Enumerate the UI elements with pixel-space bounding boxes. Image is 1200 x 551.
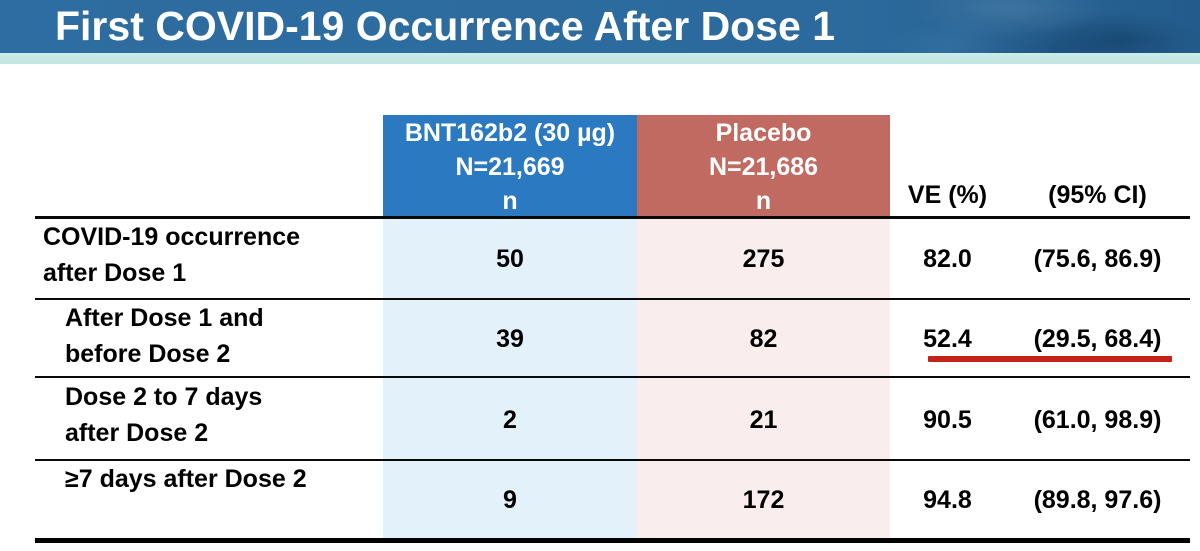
bnt-group-name: BNT162b2 (30 µg) bbox=[404, 119, 616, 147]
results-table: BNT162b2 (30 µg) N=21,669 n Placebo N=21… bbox=[35, 115, 1190, 544]
row3-placebo-n: 21 bbox=[637, 379, 890, 461]
row4-bnt-n: 9 bbox=[383, 461, 637, 539]
row2-label-line2: before Dose 2 bbox=[65, 340, 231, 368]
row1-label-line1: COVID-19 occurrence bbox=[43, 223, 301, 251]
row3-ci: (61.0, 98.9) bbox=[1033, 405, 1162, 434]
rule-below-row2 bbox=[35, 376, 1190, 378]
row-label-dose2-to-7days: Dose 2 to 7 days after Dose 2 bbox=[35, 379, 383, 461]
rule-below-row1 bbox=[35, 298, 1190, 300]
column-header-bnt162b2: BNT162b2 (30 µg) N=21,669 n bbox=[383, 115, 637, 219]
row4-placebo-n: 172 bbox=[637, 461, 890, 539]
header-spacer bbox=[35, 115, 383, 219]
row1-ve: 82.0 bbox=[923, 245, 972, 273]
row1-label-line2: after Dose 1 bbox=[43, 259, 187, 287]
column-header-ve: VE (%) bbox=[907, 181, 988, 209]
row3-label-line2: after Dose 2 bbox=[65, 419, 209, 447]
row3-ve: 90.5 bbox=[923, 405, 972, 434]
placebo-group-unit: n bbox=[755, 187, 772, 215]
row-label-7days-after-dose2: ≥7 days after Dose 2 bbox=[35, 461, 383, 539]
bnt-group-unit: n bbox=[502, 187, 518, 215]
row1-bnt-n: 50 bbox=[383, 219, 637, 300]
row-label-after-dose1-before-dose2: After Dose 1 and before Dose 2 bbox=[35, 300, 383, 379]
row2-label-line1: After Dose 1 and bbox=[65, 304, 264, 332]
row1-placebo-n: 275 bbox=[637, 219, 890, 300]
column-header-ci: (95% CI) bbox=[1048, 181, 1147, 209]
row1-ci: (75.6, 86.9) bbox=[1033, 245, 1162, 273]
placebo-group-name: Placebo bbox=[715, 119, 812, 147]
row2-ci: (29.5, 68.4) bbox=[1033, 325, 1162, 353]
placebo-group-n: N=21,686 bbox=[708, 153, 819, 181]
title-bar: First COVID-19 Occurrence After Dose 1 bbox=[0, 0, 1200, 53]
rule-below-row3 bbox=[35, 459, 1190, 461]
row-label-covid-occurrence-after-dose1: COVID-19 occurrence after Dose 1 bbox=[35, 219, 383, 300]
row3-label-line1: Dose 2 to 7 days bbox=[65, 383, 263, 411]
row4-label-line1: ≥7 days after Dose 2 bbox=[65, 465, 307, 493]
row3-bnt-n: 2 bbox=[383, 379, 637, 461]
row2-ve: 52.4 bbox=[923, 325, 972, 353]
row4-ve: 94.8 bbox=[923, 485, 972, 514]
row2-placebo-n: 82 bbox=[637, 300, 890, 379]
bnt-group-n: N=21,669 bbox=[455, 153, 565, 181]
row4-ci: (89.8, 97.6) bbox=[1033, 485, 1162, 514]
rule-table-bottom bbox=[35, 538, 1190, 543]
rule-below-header bbox=[35, 216, 1190, 219]
row2-bnt-n: 39 bbox=[383, 300, 637, 379]
red-highlight-underline bbox=[928, 356, 1172, 362]
page-title: First COVID-19 Occurrence After Dose 1 bbox=[55, 3, 836, 49]
title-accent-strip bbox=[0, 53, 1200, 64]
column-header-placebo: Placebo N=21,686 n bbox=[637, 115, 890, 219]
